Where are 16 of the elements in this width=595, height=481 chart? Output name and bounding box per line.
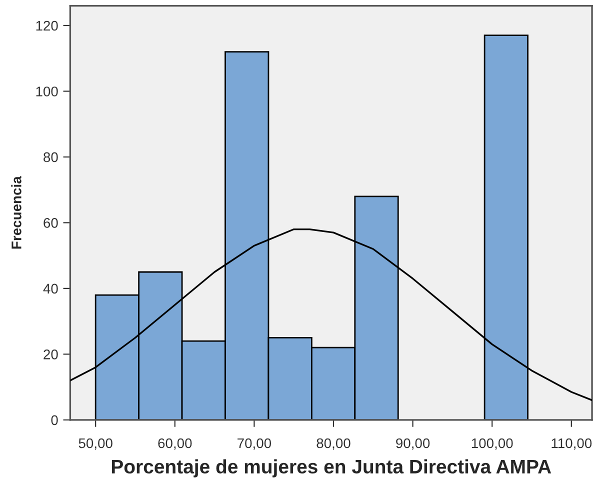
y-axis-title: Frecuencia [11,176,22,249]
y-tick-label: 100 [36,86,58,96]
x-tick-label: 60,00 [158,438,192,450]
y-tick-label: 20 [44,350,58,360]
y-tick-label: 0 [51,415,58,426]
x-tick-label: 100,00 [472,438,513,450]
y-tick-label: 80 [44,152,58,162]
y-tick-label: 40 [43,284,58,294]
x-tick-label: 70,00 [238,438,272,450]
y-tick-label: 60 [44,218,58,228]
x-tick-label: 50,00 [78,438,112,450]
y-tick-label: 120 [36,20,58,31]
x-tick-label: 110,00 [552,438,592,450]
x-axis-title: Porcentaje de mujeres en Junta Directiva AMPA [112,459,552,478]
x-tick-label: 80,00 [316,438,350,450]
x-tick-label: 90,00 [396,438,430,450]
